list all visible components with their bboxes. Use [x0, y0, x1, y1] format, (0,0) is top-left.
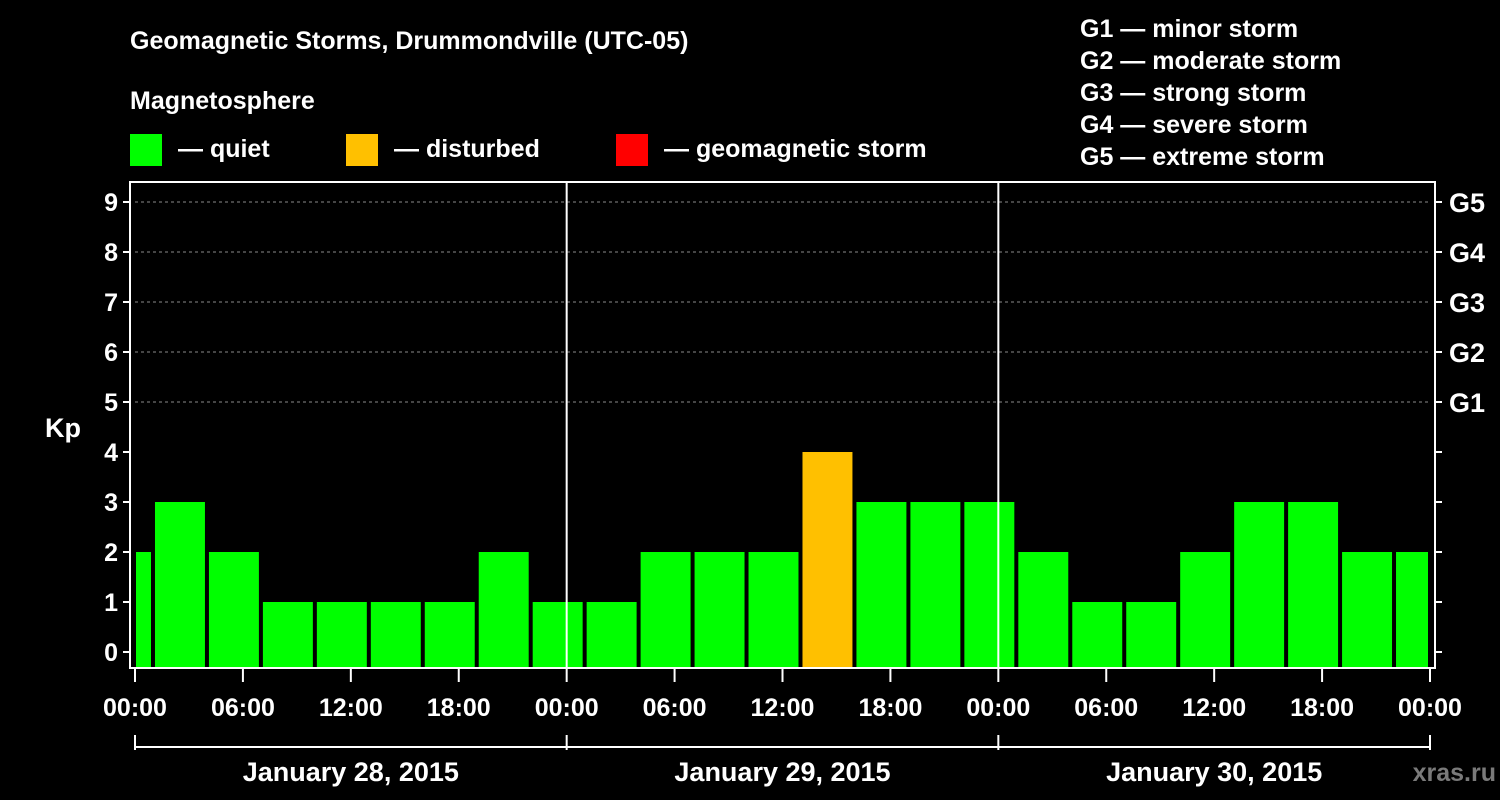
- y-tick-label-5: 5: [104, 389, 118, 417]
- day-label-0: January 28, 2015: [243, 757, 459, 787]
- bar-13: [802, 452, 853, 668]
- y-tick-label-0: 0: [104, 639, 118, 667]
- legend-swatch-quiet: [130, 134, 162, 166]
- legend: — quiet — disturbed — geomagnetic storm: [130, 134, 927, 166]
- scale-legend-g4: G4 — severe storm: [1080, 111, 1308, 139]
- x-tick-label-2: 12:00: [319, 694, 383, 722]
- x-tick-label-9: 06:00: [1074, 694, 1138, 722]
- legend-label-disturbed: — disturbed: [394, 135, 540, 163]
- storm-scale-label-g5: G5: [1449, 188, 1485, 218]
- x-tick-label-0: 00:00: [103, 694, 167, 722]
- bar-19: [1126, 602, 1177, 668]
- x-tick-label-4: 00:00: [535, 694, 599, 722]
- y-tick-label-3: 3: [104, 489, 118, 517]
- legend-label-quiet: — quiet: [178, 135, 270, 163]
- y-tick-label-1: 1: [104, 589, 118, 617]
- y-tick-label-6: 6: [104, 339, 118, 367]
- scale-legend-g2: G2 — moderate storm: [1080, 47, 1341, 75]
- bar-23: [1342, 552, 1393, 668]
- y-axis-label: Kp: [45, 413, 81, 443]
- x-tick-label-5: 06:00: [643, 694, 707, 722]
- x-tick-label-12: 00:00: [1398, 694, 1462, 722]
- scale-legend-g5: G5 — extreme storm: [1080, 143, 1325, 171]
- x-tick-label-3: 18:00: [427, 694, 491, 722]
- x-tick-label-8: 00:00: [966, 694, 1030, 722]
- axes: 0 1 2 3 4 5 6 7 8 9 G1 G2 G3 G4 G5 00:00 06:00 12:00 18:00…: [103, 181, 1485, 787]
- grid-lines: [135, 201, 1430, 403]
- scale-legend-g3: G3 — strong storm: [1080, 79, 1306, 107]
- bar-24: [1396, 552, 1428, 668]
- storm-scale-label-g1: G1: [1449, 388, 1485, 418]
- watermark: xras.ru: [1413, 759, 1496, 787]
- bar-9: [586, 602, 637, 668]
- bar-3: [262, 602, 313, 668]
- x-tick-label-6: 12:00: [751, 694, 815, 722]
- bar-12: [748, 552, 799, 668]
- storm-scale-label-g2: G2: [1449, 338, 1485, 368]
- bar-2: [208, 552, 259, 668]
- y-tick-label-4: 4: [104, 439, 118, 467]
- bars: [136, 452, 1428, 668]
- chart-title: Geomagnetic Storms, Drummondville (UTC-0…: [130, 27, 688, 55]
- bar-4: [316, 602, 367, 668]
- bar-5: [370, 602, 421, 668]
- y-tick-label-7: 7: [104, 289, 118, 317]
- x-tick-label-11: 18:00: [1290, 694, 1354, 722]
- legend-swatch-storm: [616, 134, 648, 166]
- y-tick-label-9: 9: [104, 189, 118, 217]
- bar-11: [694, 552, 745, 668]
- bar-0: [136, 552, 151, 668]
- bar-18: [1072, 602, 1123, 668]
- bar-8: [532, 602, 583, 668]
- storm-scale-label-g4: G4: [1449, 238, 1485, 268]
- storm-scale-label-g3: G3: [1449, 288, 1485, 318]
- day-label-1: January 29, 2015: [674, 757, 890, 787]
- legend-heading: Magnetosphere: [130, 87, 315, 115]
- bar-6: [424, 602, 475, 668]
- bar-20: [1180, 552, 1231, 668]
- legend-label-storm: — geomagnetic storm: [664, 135, 927, 163]
- y-tick-label-2: 2: [104, 539, 118, 567]
- x-tick-label-7: 18:00: [858, 694, 922, 722]
- bar-14: [856, 502, 907, 668]
- bar-15: [910, 502, 961, 668]
- bar-21: [1234, 502, 1285, 668]
- x-tick-label-1: 06:00: [211, 694, 275, 722]
- bar-22: [1288, 502, 1339, 668]
- bar-10: [640, 552, 691, 668]
- bar-17: [1018, 552, 1069, 668]
- storm-scale-legend: G1 — minor storm G2 — moderate storm G3 …: [1080, 15, 1341, 171]
- x-tick-label-10: 12:00: [1182, 694, 1246, 722]
- y-tick-label-8: 8: [104, 239, 118, 267]
- bar-16: [964, 502, 1015, 668]
- bar-1: [154, 502, 205, 668]
- legend-swatch-disturbed: [346, 134, 378, 166]
- scale-legend-g1: G1 — minor storm: [1080, 15, 1298, 43]
- bar-7: [478, 552, 529, 668]
- day-label-2: January 30, 2015: [1106, 757, 1322, 787]
